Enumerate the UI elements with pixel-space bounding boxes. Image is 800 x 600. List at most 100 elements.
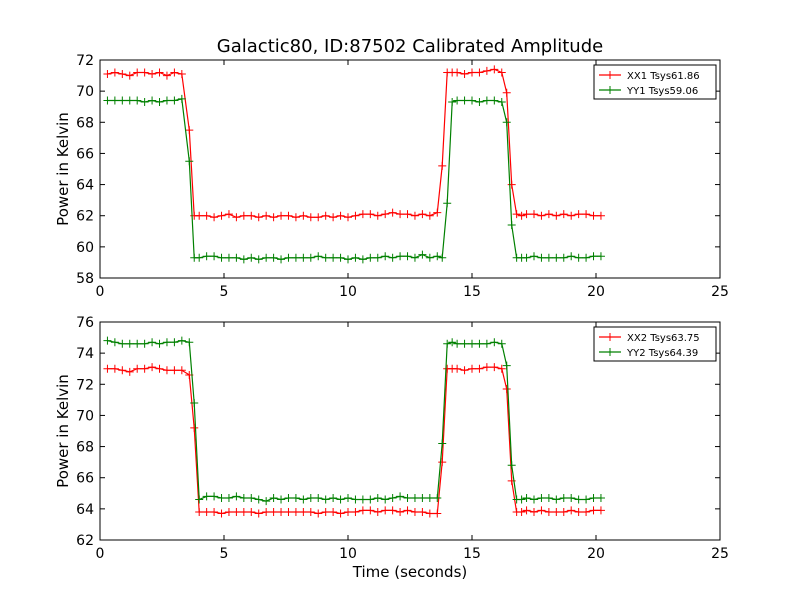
data-point [162,338,171,347]
data-point [567,506,576,515]
y-axis-label: Power in Kelvin [54,374,72,488]
x-tick-label: 25 [711,284,729,300]
data-point [453,96,462,105]
data-point [396,210,405,219]
data-point [344,255,352,264]
data-point [460,366,469,375]
data-point [110,68,119,77]
plot-frame [99,59,721,279]
data-point [277,211,286,220]
data-point [497,339,506,348]
data-point [358,506,367,515]
data-point [358,255,367,264]
data-point [582,253,591,262]
data-point [497,364,506,373]
data-point [468,68,476,77]
data-point [262,497,271,506]
data-point [388,208,397,217]
data-point [351,211,360,220]
data-point [103,336,112,345]
data-point [140,339,149,348]
x-tick-label: 25 [711,546,729,562]
legend-label: YY1 Tsys59.06 [626,86,698,97]
data-point [262,507,271,516]
data-point [433,509,442,518]
data-point [336,211,345,220]
data-point [388,506,397,515]
data-point [133,96,142,105]
data-point [195,253,204,262]
data-point [482,66,491,75]
data-point [502,361,511,370]
data-point [232,492,241,501]
data-point [190,423,199,432]
chart-title: Galactic80, ID:87502 Calibrated Amplitud… [217,36,603,57]
data-point [155,364,164,373]
data-point [321,211,330,220]
data-point [254,213,263,222]
data-point [321,507,330,516]
data-point [582,507,591,516]
data-point [239,507,248,516]
data-point [155,98,164,107]
x-tick-label: 0 [96,284,105,300]
x-tick-label: 10 [339,284,357,300]
data-point [537,506,546,515]
data-point [490,96,499,105]
data-point [125,367,134,376]
data-point [366,506,375,515]
data-point [162,71,171,80]
data-point [195,211,204,220]
legend-label: XX2 Tsys63.75 [627,333,700,344]
data-point [425,509,434,518]
data-point [460,70,469,79]
data-point [344,493,352,502]
data-point [475,339,484,348]
data-point [574,507,583,516]
x-tick-label: 5 [220,284,229,300]
data-point [589,252,598,261]
data-point [517,507,526,516]
data-point [574,253,583,262]
data-point [202,492,211,501]
data-point [329,213,338,222]
y-tick-label: 60 [76,240,94,256]
data-point [195,495,204,504]
data-point [475,68,484,77]
data-point [351,507,360,516]
data-point [482,96,491,105]
data-point [552,495,561,504]
data-point [314,493,323,502]
data-point [103,364,112,373]
y-tick-label: 64 [76,502,94,518]
data-point [567,211,576,220]
data-point [133,364,142,373]
series-line-xx1 [107,68,601,218]
legend-label: XX1 Tsys61.86 [627,71,700,82]
data-point [425,253,434,262]
data-point [522,493,531,502]
data-point [284,493,293,502]
data-point [512,210,521,219]
data-point [247,253,256,262]
data-point [490,65,499,74]
data-point [140,98,149,107]
legend: XX2 Tsys63.75 YY2 Tsys64.39 [593,326,717,362]
data-point [210,213,219,222]
data-point [291,253,300,262]
data-point [247,493,256,502]
data-point [373,253,382,262]
data-point [596,252,605,261]
data-point [453,339,462,348]
data-point [544,507,553,516]
data-point [507,221,516,230]
data-point [410,507,419,516]
data-point [574,495,583,504]
y-tick-label: 68 [76,440,94,456]
legend-marker [606,86,614,94]
x-tick-label: 10 [339,546,357,562]
data-point [224,493,233,502]
data-point [224,507,233,516]
data-point [269,213,278,222]
y-axis-label: Power in Kelvin [54,112,72,226]
